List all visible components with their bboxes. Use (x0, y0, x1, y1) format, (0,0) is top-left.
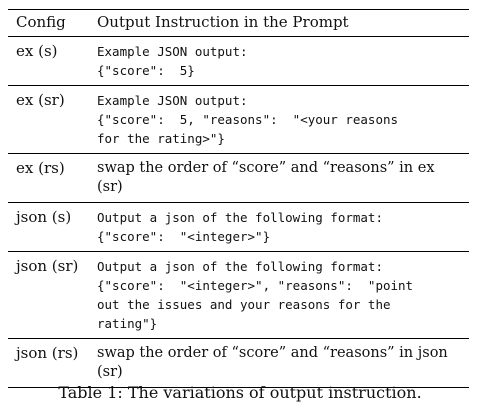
config-cell: ex (sr) (16, 91, 65, 109)
instruction-line: {"score": "<integer>", "reasons": "point (97, 278, 414, 293)
instruction-cell: Example JSON output: {"score": 5, "reaso… (89, 86, 469, 154)
instruction-line: Example JSON output: (97, 44, 248, 59)
instruction-cell: Output a json of the following format: {… (89, 252, 469, 339)
table-row: ex (sr) Example JSON output: {"score": 5… (8, 86, 469, 154)
config-cell: ex (s) (16, 42, 58, 60)
instruction-line: rating"} (97, 316, 158, 331)
table-row: json (rs) swap the order of “score” and … (8, 339, 469, 388)
instruction-line: out the issues and your reasons for the (97, 297, 391, 312)
instruction-line: swap the order of “score” and “reasons” … (97, 160, 435, 195)
table-row: json (sr) Output a json of the following… (8, 252, 469, 339)
table-row: json (s) Output a json of the following … (8, 203, 469, 252)
instruction-line: {"score": 5, "reasons": "<your reasons (97, 112, 399, 127)
instruction-line: Output a json of the following format: (97, 210, 383, 225)
instruction-cell: Example JSON output: {"score": 5} (89, 37, 469, 86)
instruction-line: {"score": 5} (97, 63, 195, 78)
table: Config Output Instruction in the Prompt … (8, 9, 469, 388)
instruction-line: Output a json of the following format: (97, 259, 383, 274)
table-header-row: Config Output Instruction in the Prompt (8, 9, 469, 37)
table-caption: Table 1: The variations of output instru… (58, 383, 422, 402)
instruction-line: Example JSON output: (97, 93, 248, 108)
header-instruction: Output Instruction in the Prompt (97, 13, 349, 31)
instruction-cell: Output a json of the following format: {… (89, 203, 469, 252)
instruction-line: {"score": "<integer>"} (97, 229, 271, 244)
config-cell: json (sr) (16, 257, 79, 275)
config-cell: ex (rs) (16, 159, 65, 177)
output-instruction-table: Config Output Instruction in the Prompt … (8, 9, 469, 388)
config-cell: json (s) (16, 208, 72, 226)
header-config: Config (16, 13, 66, 31)
table-row: ex (s) Example JSON output: {"score": 5} (8, 37, 469, 86)
config-cell: json (rs) (16, 344, 79, 362)
instruction-cell: swap the order of “score” and “reasons” … (89, 339, 469, 388)
instruction-line: (sr) (97, 364, 123, 380)
table-row: ex (rs) swap the order of “score” and “r… (8, 154, 469, 203)
instruction-line: swap the order of “score” and “reasons” … (97, 345, 448, 361)
instruction-line: for the rating>"} (97, 131, 225, 146)
instruction-cell: swap the order of “score” and “reasons” … (89, 154, 469, 203)
